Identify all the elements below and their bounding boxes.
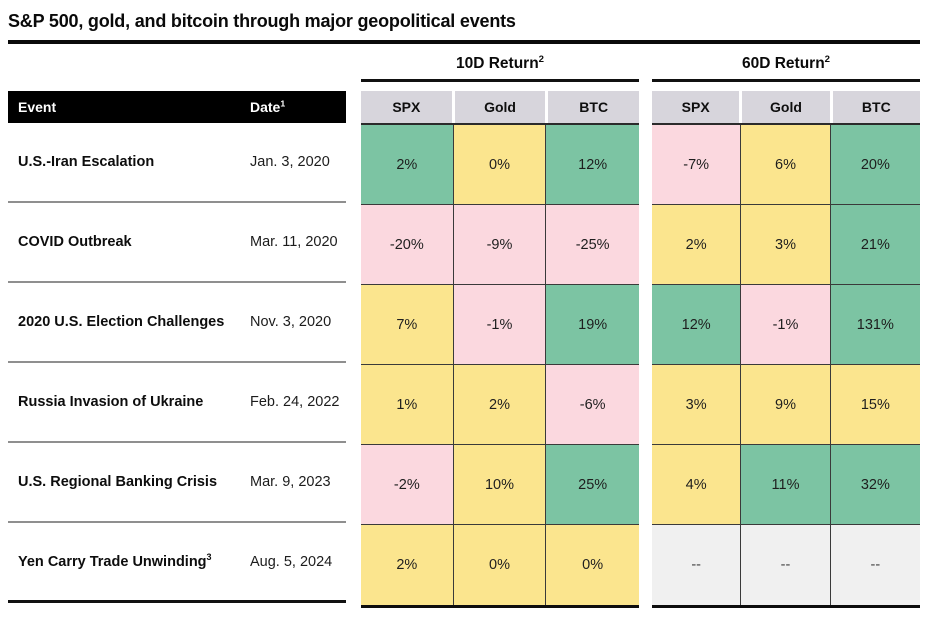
return-cell: 10% — [453, 445, 547, 525]
table-layout: Event Date1 U.S.-Iran Escalation Jan. 3,… — [8, 55, 920, 608]
return-cell: 25% — [546, 445, 639, 525]
return-cell: -2% — [361, 445, 454, 525]
event-date: Jan. 3, 2020 — [250, 154, 330, 170]
return-cell: 20% — [830, 125, 920, 205]
return-grid-10d: 2% 0% 12% -20% -9% -25% 7% -1% 19% 1% 2%… — [361, 123, 639, 608]
event-row: 2020 U.S. Election Challenges Nov. 3, 20… — [8, 283, 346, 363]
group-footnote: 2 — [824, 53, 831, 65]
event-name: U.S. Regional Banking Crisis — [18, 474, 218, 490]
return-cell: 0% — [453, 525, 547, 605]
return-cell: 21% — [830, 205, 920, 285]
column-header-btc: BTC — [832, 91, 920, 123]
return-cell: 0% — [546, 525, 639, 605]
return-cell: -- — [741, 525, 831, 605]
return-cell: 12% — [652, 285, 742, 365]
event-name: COVID Outbreak — [18, 234, 132, 250]
column-header-spx: SPX — [361, 91, 452, 123]
return-cell: 131% — [830, 285, 920, 365]
date-header-label: Date — [250, 99, 281, 115]
figure-title: S&P 500, gold, and bitcoin through major… — [8, 11, 516, 31]
event-date-header-bar: Event Date1 — [8, 91, 346, 123]
column-header-gold: Gold — [742, 91, 830, 123]
return-cell: -7% — [652, 125, 742, 205]
return-cell: -9% — [453, 205, 547, 285]
return-cell: 32% — [830, 445, 920, 525]
event-name: U.S.-Iran Escalation — [18, 154, 155, 170]
return-cell: 12% — [546, 125, 639, 205]
event-date: Feb. 24, 2022 — [250, 394, 340, 410]
return-cell: -6% — [546, 365, 639, 445]
label-band-spacer — [8, 55, 346, 91]
group-rule — [361, 79, 639, 82]
column-header-gold: Gold — [454, 91, 546, 123]
title-rule — [8, 40, 920, 44]
event-column: Event Date1 U.S.-Iran Escalation Jan. 3,… — [8, 55, 346, 608]
column-headers-60d: SPX Gold BTC — [652, 91, 920, 123]
group-label-10d: 10D Return2 — [455, 53, 545, 72]
column-headers-10d: SPX Gold BTC — [361, 91, 640, 123]
return-cell: 3% — [652, 365, 742, 445]
return-cell: 19% — [546, 285, 639, 365]
event-row: COVID Outbreak Mar. 11, 2020 — [8, 203, 346, 283]
return-cell: 2% — [361, 525, 454, 605]
group-footnote: 2 — [538, 53, 545, 65]
event-row: Yen Carry Trade Unwinding3 Aug. 5, 2024 — [8, 523, 346, 603]
event-date: Mar. 11, 2020 — [250, 234, 338, 250]
return-cell: 2% — [361, 125, 454, 205]
return-cell: -- — [830, 525, 920, 605]
event-name: Russia Invasion of Ukraine — [18, 394, 204, 410]
group-rule — [652, 79, 920, 82]
return-cell: 3% — [741, 205, 831, 285]
event-header: Event — [18, 99, 57, 115]
return-cell: 15% — [830, 365, 920, 445]
return-cell: -1% — [741, 285, 831, 365]
return-cell: 2% — [652, 205, 742, 285]
return-cell: 1% — [361, 365, 454, 445]
event-row: U.S. Regional Banking Crisis Mar. 9, 202… — [8, 443, 346, 523]
date-header: Date1 — [250, 99, 285, 115]
return-cell: -25% — [546, 205, 639, 285]
return-group-10d: 10D Return2 SPX Gold BTC 2% 0% 12% -20% … — [361, 53, 640, 608]
return-group-60d: 60D Return2 SPX Gold BTC -7% 6% 20% 2% 3… — [652, 55, 920, 608]
return-cell: 7% — [361, 285, 454, 365]
return-grid-60d: -7% 6% 20% 2% 3% 21% 12% -1% 131% 3% 9% … — [652, 123, 920, 608]
event-date: Mar. 9, 2023 — [250, 474, 331, 490]
group-label-60d: 60D Return2 — [741, 53, 831, 72]
return-cell: 0% — [453, 125, 547, 205]
event-row: Russia Invasion of Ukraine Feb. 24, 2022 — [8, 363, 346, 443]
return-cell: 9% — [741, 365, 831, 445]
event-name: Yen Carry Trade Unwinding3 — [18, 551, 212, 570]
column-header-spx: SPX — [652, 91, 740, 123]
return-cell: 2% — [453, 365, 547, 445]
event-date: Aug. 5, 2024 — [250, 553, 333, 570]
return-cell: 4% — [652, 445, 742, 525]
event-date: Nov. 3, 2020 — [250, 314, 332, 330]
event-name: 2020 U.S. Election Challenges — [18, 314, 225, 330]
event-row: U.S.-Iran Escalation Jan. 3, 2020 — [8, 123, 346, 203]
column-header-btc: BTC — [548, 91, 640, 123]
return-cell: -- — [652, 525, 742, 605]
return-cell: -20% — [361, 205, 454, 285]
date-header-footnote: 1 — [280, 98, 286, 109]
return-cell: -1% — [453, 285, 547, 365]
return-cell: 6% — [741, 125, 831, 205]
return-cell: 11% — [741, 445, 831, 525]
